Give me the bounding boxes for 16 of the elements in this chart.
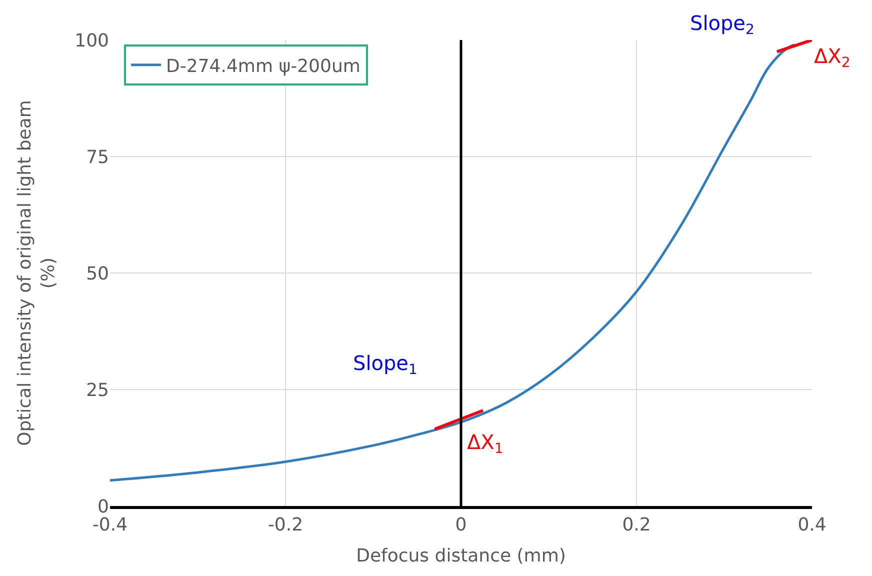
y-tick-label: 50 [86,263,109,284]
x-axis-title: Defocus distance (mm) [356,545,566,566]
legend-label: D-274.4mm ψ-200um [166,56,360,77]
x-tick-label: 0.4 [798,514,826,536]
x-tick-label: 0 [455,514,467,536]
annotation: ΔX$_{1}$ [467,430,504,458]
text: Slope$_{2}$ [690,11,754,38]
y-tick-label: 25 [86,380,109,401]
y-tick-label: 75 [86,146,109,168]
x-tick-label: -0.2 [268,514,304,536]
annotation: Slope$_{1}$ [353,351,418,378]
line-series [110,43,796,482]
y-tick-label: 100 [74,30,109,52]
x-tick-label: 0.2 [622,514,651,536]
y-axis-title: Optical intensity of original light beam (%) [14,100,59,446]
text: ΔX$_{2}$ [814,44,850,72]
